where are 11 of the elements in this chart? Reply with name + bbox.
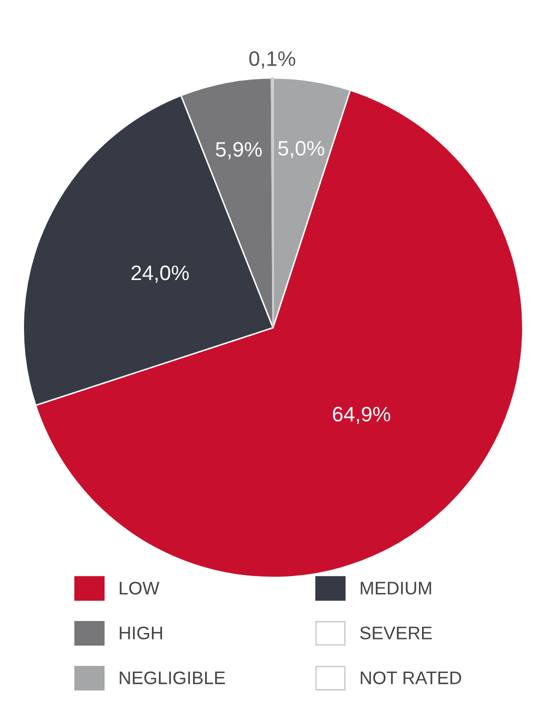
legend-label: HIGH xyxy=(120,626,162,640)
legend-label: NOT RATED xyxy=(360,671,462,684)
data-label: 0,1% xyxy=(249,51,296,68)
legend-label: NEGLIGIBLE xyxy=(120,671,225,684)
legend-label: MEDIUM xyxy=(360,582,432,595)
legend-label: LOW xyxy=(120,582,160,595)
data-label: 5,9% xyxy=(216,142,262,160)
data-label: 64,9% xyxy=(332,406,390,424)
data-label: 5,0% xyxy=(278,140,324,158)
data-label: 24,0% xyxy=(132,265,189,283)
legend-label: SEVERE xyxy=(360,626,432,640)
